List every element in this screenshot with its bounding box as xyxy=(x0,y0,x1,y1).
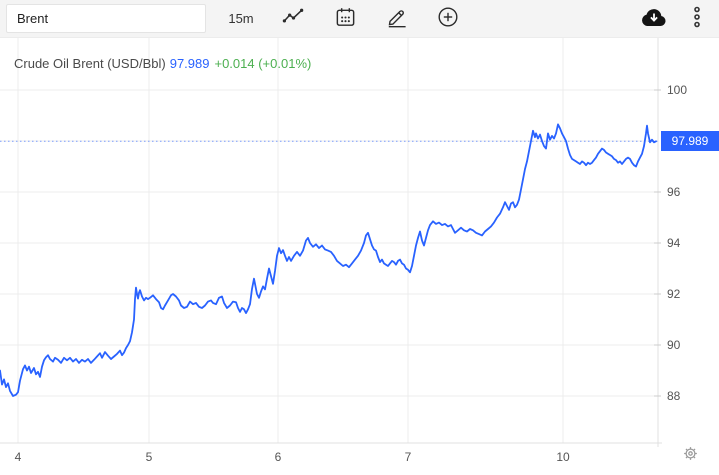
x-axis-label: 7 xyxy=(405,450,412,464)
x-axis-label: 4 xyxy=(15,450,22,464)
y-axis-label: 92 xyxy=(667,287,681,301)
chart-settings-button[interactable] xyxy=(680,445,700,465)
date-range-button[interactable] xyxy=(322,2,368,36)
line-chart-icon xyxy=(282,6,305,32)
y-axis-label: 90 xyxy=(667,338,681,352)
y-axis-label: 100 xyxy=(667,83,687,97)
symbol-search-input[interactable] xyxy=(6,4,206,33)
pencil-icon xyxy=(385,5,409,32)
top-toolbar: 15m xyxy=(0,0,719,38)
cloud-download-icon xyxy=(640,6,668,31)
instrument-change: +0.014 (+0.01%) xyxy=(214,56,312,71)
gear-icon xyxy=(682,445,699,465)
x-axis-label: 5 xyxy=(146,450,153,464)
current-price-tag-value: 97.989 xyxy=(671,134,709,148)
more-menu-button[interactable] xyxy=(677,2,717,36)
x-axis-label: 10 xyxy=(556,450,570,464)
instrument-header: Crude Oil Brent (USD/Bbl) 97.989 +0.014 (+… xyxy=(14,56,311,71)
y-axis-label: 94 xyxy=(667,236,681,250)
calendar-icon xyxy=(334,6,357,32)
add-indicator-button[interactable] xyxy=(425,2,471,36)
instrument-name: Crude Oil Brent (USD/Bbl) xyxy=(14,56,166,71)
drawing-tools-button[interactable] xyxy=(374,2,420,36)
kebab-menu-icon xyxy=(685,5,709,32)
current-price-tag: 97.989 xyxy=(661,131,719,151)
x-axis-label: 6 xyxy=(275,450,282,464)
chart-type-button[interactable] xyxy=(270,2,316,36)
instrument-last-price: 97.989 xyxy=(169,56,210,71)
y-axis-label: 88 xyxy=(667,389,681,403)
save-chart-button[interactable] xyxy=(631,2,677,36)
plus-circle-icon xyxy=(436,5,460,32)
interval-selector[interactable]: 15m xyxy=(228,11,254,26)
y-axis-label: 96 xyxy=(667,185,681,199)
price-series-line xyxy=(0,123,657,397)
